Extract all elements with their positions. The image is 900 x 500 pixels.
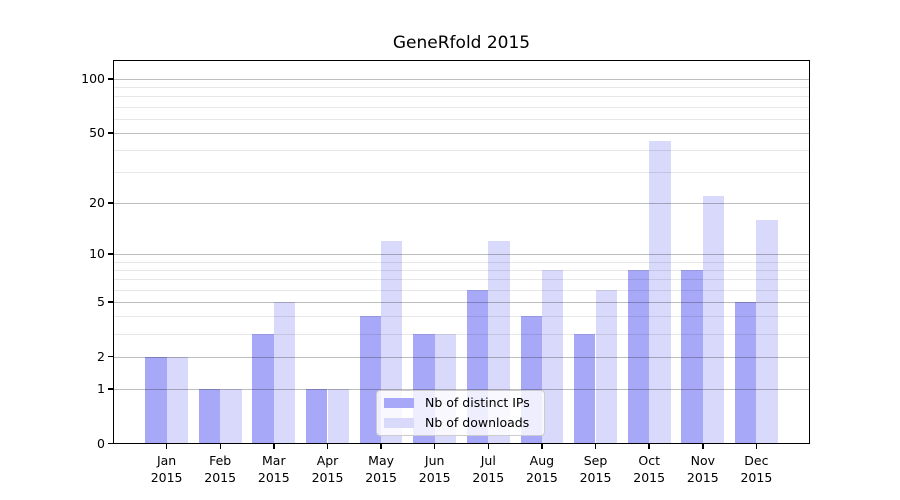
bar-distinct-ips-apr [306, 388, 328, 444]
y-tick-2 [108, 355, 113, 358]
x-tick-label-nov: Nov 2015 [686, 452, 719, 485]
x-tick-nov [702, 443, 704, 449]
major-gridline-1 [113, 388, 810, 390]
bar-downloads-apr [327, 388, 349, 444]
y-tick-50 [108, 132, 113, 134]
y-tick-label-50: 50 [89, 124, 105, 140]
bar-downloads-jan [166, 356, 188, 444]
x-tick-label-aug: Aug 2015 [525, 452, 558, 485]
bar-distinct-ips-dec [734, 301, 757, 444]
legend: Nb of distinct IPs Nb of downloads [376, 390, 545, 436]
x-tick-label-feb: Feb 2015 [204, 452, 237, 485]
x-tick-label-may: May 2015 [365, 452, 397, 485]
bar-distinct-ips-nov [681, 269, 703, 444]
bar-distinct-ips-jan [145, 356, 167, 444]
x-tick-label-jun: Jun 2015 [418, 452, 451, 485]
minor-gridline-80 [113, 96, 810, 98]
y-tick-1 [108, 388, 113, 390]
y-tick-label-10: 10 [89, 246, 105, 261]
y-tick-label-1: 1 [97, 380, 105, 396]
x-tick-aug [541, 443, 543, 449]
minor-gridline-8 [113, 269, 810, 271]
legend-swatch-downloads-icon [384, 418, 414, 428]
bar-distinct-ips-may [359, 316, 381, 444]
legend-label-downloads: Nb of downloads [425, 415, 530, 430]
legend-item-distinct-ips: Nb of distinct IPs [384, 396, 536, 410]
minor-gridline-90 [113, 87, 810, 88]
major-gridline-2 [113, 356, 810, 358]
legend-swatch-distinct-ips-icon [384, 398, 414, 408]
x-tick-may [380, 443, 382, 449]
x-tick-label-apr: Apr 2015 [311, 452, 344, 485]
bar-distinct-ips-feb [198, 388, 221, 444]
minor-gridline-4 [113, 316, 810, 318]
x-tick-label-jul: Jul 2015 [472, 452, 505, 485]
x-tick-jul [487, 443, 490, 449]
bar-downloads-aug [541, 269, 564, 444]
y-tick-label-2: 2 [97, 348, 105, 364]
x-tick-jan [165, 443, 168, 449]
x-tick-jun [433, 443, 436, 449]
legend-label-distinct-ips: Nb of distinct IPs [425, 395, 530, 410]
x-tick-label-oct: Oct 2015 [633, 452, 666, 485]
legend-item-downloads: Nb of downloads [384, 416, 536, 430]
minor-gridline-9 [113, 261, 810, 263]
x-tick-sep [594, 443, 597, 449]
y-tick-label-0: 0 [97, 435, 105, 451]
minor-gridline-70 [113, 106, 810, 108]
bar-downloads-oct [649, 140, 671, 444]
major-gridline-10 [113, 254, 810, 255]
minor-gridline-40 [113, 150, 810, 151]
y-tick-10 [108, 253, 113, 255]
y-tick-5 [108, 301, 113, 303]
major-gridline-20 [113, 202, 810, 204]
x-tick-dec [755, 443, 758, 449]
y-tick-0 [108, 442, 113, 445]
bar-downloads-feb [220, 388, 242, 444]
major-gridline-50 [113, 132, 810, 134]
bar-downloads-dec [756, 219, 778, 444]
major-gridline-100 [113, 78, 810, 80]
y-tick-label-100: 100 [81, 70, 105, 86]
bar-distinct-ips-oct [627, 269, 650, 444]
minor-gridline-60 [113, 118, 810, 120]
y-tick-label-5: 5 [97, 293, 105, 309]
major-gridline-5 [113, 301, 810, 303]
minor-gridline-30 [113, 172, 810, 174]
x-tick-label-sep: Sep 2015 [579, 452, 612, 485]
bar-downloads-nov [702, 195, 725, 444]
minor-gridline-3 [113, 333, 810, 335]
minor-gridline-7 [113, 279, 810, 281]
x-tick-label-dec: Dec 2015 [740, 452, 773, 485]
y-tick-20 [108, 202, 113, 204]
bar-downloads-mar [273, 301, 296, 444]
bar-downloads-sep [595, 289, 617, 444]
x-tick-label-mar: Mar 2015 [257, 452, 290, 485]
x-tick-mar [273, 443, 275, 449]
x-tick-apr [326, 443, 329, 449]
minor-gridline-6 [113, 289, 810, 291]
y-tick-label-20: 20 [89, 194, 105, 210]
x-tick-label-jan: Jan 2015 [150, 452, 183, 485]
chart-title: GeneRfold 2015 [392, 33, 531, 53]
y-tick-100 [108, 78, 113, 80]
x-tick-oct [648, 443, 650, 449]
x-tick-feb [219, 443, 221, 449]
